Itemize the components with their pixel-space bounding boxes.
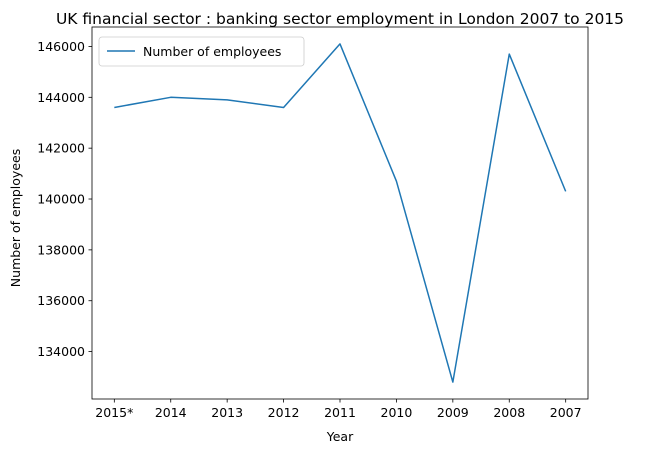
y-axis-ticks: 134000 136000 138000 140000 142000 144000 1460… (37, 39, 92, 359)
y-tick-label: 136000 (37, 293, 85, 308)
y-tick-label: 146000 (37, 39, 85, 54)
x-axis-ticks: 2015* 2014 2013 2012 2011 2010 2009 2008 2007 (95, 399, 581, 420)
y-axis-label: Number of employees (8, 149, 23, 287)
x-tick-label: 2013 (211, 405, 243, 420)
y-tick-label: 134000 (37, 344, 85, 359)
y-tick-label: 138000 (37, 242, 85, 257)
x-tick-label: 2007 (550, 405, 582, 420)
x-tick-label: 2012 (268, 405, 300, 420)
y-tick-label: 142000 (37, 141, 85, 156)
x-tick-label: 2010 (381, 405, 413, 420)
x-axis-label: Year (326, 429, 354, 444)
legend-label-number-of-employees: Number of employees (143, 44, 281, 59)
x-tick-label: 2011 (324, 405, 356, 420)
series-layer (114, 44, 565, 382)
x-tick-label: 2009 (437, 405, 469, 420)
plot-frame (92, 27, 588, 399)
y-tick-label: 144000 (37, 90, 85, 105)
legend: Number of employees (99, 37, 304, 66)
x-tick-label: 2015* (95, 405, 133, 420)
series-line-number-of-employees (114, 44, 565, 382)
y-tick-label: 140000 (37, 192, 85, 207)
x-tick-label: 2008 (493, 405, 525, 420)
chart-title: UK financial sector : banking sector emp… (56, 10, 624, 28)
plot-area: 134000 136000 138000 140000 142000 144000 1460… (37, 27, 588, 420)
x-tick-label: 2014 (155, 405, 187, 420)
